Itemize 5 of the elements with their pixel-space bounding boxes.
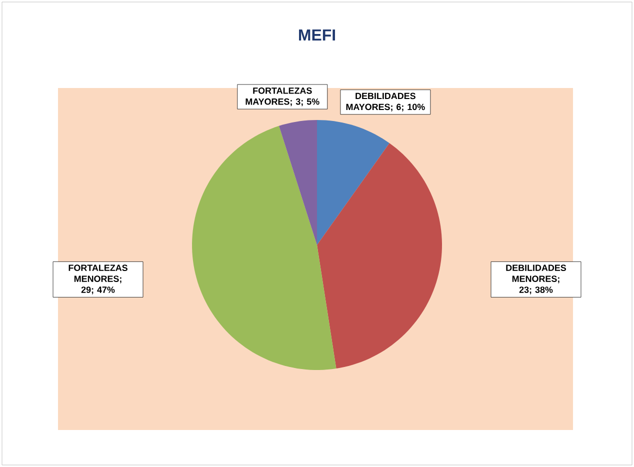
chart-title: MEFI [299, 30, 335, 40]
data-label: FORTALEZAS MAYORES; 3; 5% [246, 87, 320, 106]
data-label: FORTALEZAS MENORES; 29; 47% [68, 264, 128, 294]
data-label: DEBILIDADES MENORES; 23; 38% [506, 264, 566, 294]
data-label: DEBILIDADES MAYORES; 6; 10% [346, 92, 425, 112]
